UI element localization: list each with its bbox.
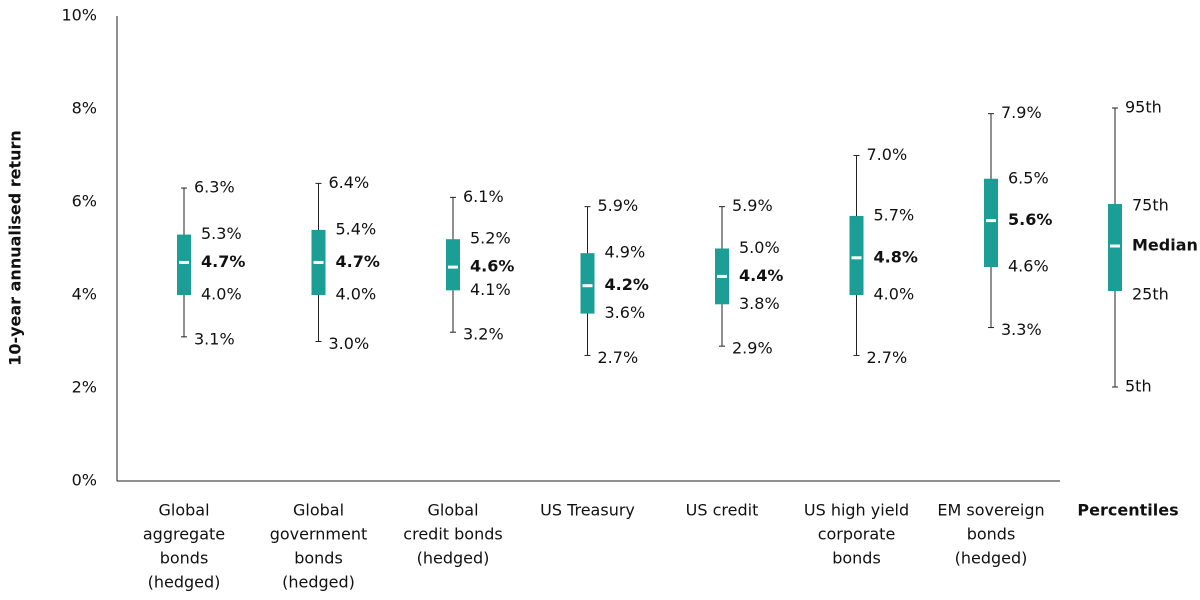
y-tick-label: 8% <box>72 99 97 118</box>
x-tick-label: corporate <box>818 525 896 544</box>
value-label: 4.0% <box>201 285 242 304</box>
value-label: 3.3% <box>1001 320 1042 339</box>
box <box>849 215 864 295</box>
x-tick-label: bonds <box>160 549 209 568</box>
y-tick-label: 4% <box>72 285 97 304</box>
x-tick-label: (hedged) <box>148 573 221 592</box>
x-tick-label: US Treasury <box>540 501 635 520</box>
value-label: 4.9% <box>605 243 646 262</box>
value-label: 4.0% <box>874 285 915 304</box>
y-tick-label: 10% <box>61 6 97 25</box>
x-tick-label: Global <box>293 501 344 520</box>
x-tick-label: bonds <box>294 549 343 568</box>
legend-label: Median <box>1132 236 1198 255</box>
value-label: 5.0% <box>739 238 780 257</box>
value-label: 4.0% <box>336 285 377 304</box>
value-label: 2.7% <box>867 348 908 367</box>
y-tick-label: 2% <box>72 378 97 397</box>
x-tick-label: Global <box>158 501 209 520</box>
x-tick-label: credit bonds <box>403 525 502 544</box>
value-label: 3.6% <box>605 303 646 322</box>
value-label: 6.1% <box>463 187 504 206</box>
x-tick-label: EM sovereign <box>937 501 1044 520</box>
box <box>177 234 191 295</box>
x-tick-label: Global <box>427 501 478 520</box>
value-label: 4.8% <box>874 247 918 266</box>
value-label: 2.9% <box>732 339 773 358</box>
x-tick-label: government <box>270 525 368 544</box>
x-tick-label: (hedged) <box>955 549 1028 568</box>
value-label: 4.7% <box>201 252 245 271</box>
x-tick-label: US high yield <box>804 501 909 520</box>
value-label: 5.3% <box>201 224 242 243</box>
x-tick-label: (hedged) <box>417 549 490 568</box>
value-label: 6.4% <box>329 173 370 192</box>
value-label: 4.7% <box>336 252 380 271</box>
x-tick-label: bonds <box>832 549 881 568</box>
value-label: 3.1% <box>194 329 235 348</box>
value-label: 7.0% <box>867 145 908 164</box>
value-label: 4.4% <box>739 266 783 285</box>
value-label: 5.4% <box>336 219 377 238</box>
legend-label: 5th <box>1125 377 1152 396</box>
x-tick-label: (hedged) <box>282 573 355 592</box>
x-tick-label: aggregate <box>143 525 225 544</box>
y-axis-label: 10-year annualised return <box>6 130 25 366</box>
x-tick-label: US credit <box>686 501 759 520</box>
value-label: 3.8% <box>739 294 780 313</box>
value-label: 4.6% <box>470 257 514 276</box>
value-label: 5.9% <box>732 196 773 215</box>
y-tick-label: 0% <box>72 471 97 490</box>
y-tick-label: 6% <box>72 192 97 211</box>
box <box>446 239 460 291</box>
value-label: 3.0% <box>329 334 370 353</box>
value-label: 3.2% <box>463 325 504 344</box>
value-label: 4.2% <box>605 275 649 294</box>
legend-label: 95th <box>1125 98 1162 117</box>
value-label: 6.5% <box>1008 168 1049 187</box>
box <box>984 178 998 268</box>
value-label: 5.9% <box>598 196 639 215</box>
value-label: 4.1% <box>470 280 511 299</box>
value-label: 5.2% <box>470 229 511 248</box>
legend-label: 25th <box>1132 285 1169 304</box>
legend-label: 75th <box>1132 196 1169 215</box>
value-label: 5.7% <box>874 205 915 224</box>
value-label: 2.7% <box>598 348 639 367</box>
value-label: 6.3% <box>194 178 235 197</box>
value-label: 5.6% <box>1008 210 1052 229</box>
box <box>580 253 595 314</box>
value-label: 7.9% <box>1001 103 1042 122</box>
value-label: 4.6% <box>1008 257 1049 276</box>
legend-title: Percentiles <box>1077 501 1178 520</box>
x-tick-label: bonds <box>967 525 1016 544</box>
